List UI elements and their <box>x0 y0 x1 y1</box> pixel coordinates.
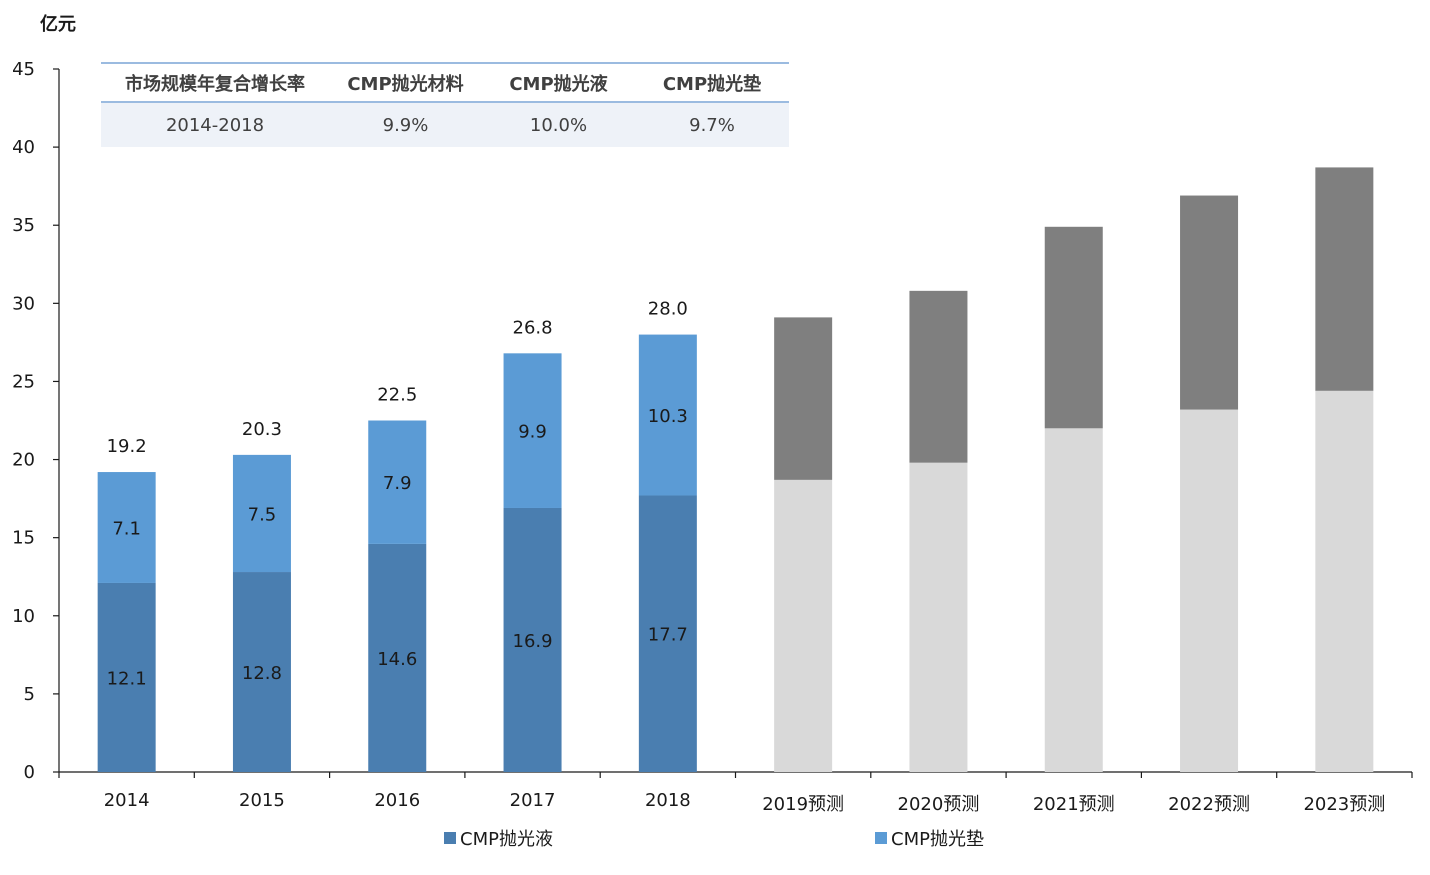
bar-segment-polishing-liquid <box>97 582 156 772</box>
cagr-header-pad: CMP抛光垫 <box>635 62 789 103</box>
x-category-label: 2020预测 <box>898 794 980 815</box>
legend: CMP抛光液 CMP抛光垫 <box>444 829 984 850</box>
legend-swatch-polishing-pad <box>875 832 887 844</box>
bar-segment-polishing-liquid <box>232 572 291 772</box>
bar-segment-polishing-liquid <box>638 495 697 772</box>
y-tick-label: 0 <box>24 762 35 783</box>
y-tick-label: 25 <box>12 371 35 392</box>
x-axis: 2014 2015 2016 2017 2018 2019预测 2020预测 2021预测 20… <box>58 771 1413 815</box>
bar-segment-polishing-pad <box>909 290 968 463</box>
data-label-polishing-pad: 10.3 <box>648 406 688 427</box>
cagr-cell-liquid: 10.0% <box>482 102 635 147</box>
bar-segment-polishing-pad <box>638 334 697 496</box>
legend-label-polishing-liquid: CMP抛光液 <box>460 829 553 850</box>
data-label-polishing-pad: 7.9 <box>383 473 412 494</box>
bar-segment-polishing-pad <box>368 420 427 544</box>
data-label-polishing-liquid: 12.8 <box>242 663 282 684</box>
y-axis-unit-label: 亿元 <box>40 13 76 35</box>
cagr-header-period: 市场规模年复合增长率 <box>101 62 329 103</box>
y-tick-label: 30 <box>12 293 35 314</box>
bars <box>97 167 1374 772</box>
x-category-label: 2017 <box>510 790 556 811</box>
x-category-label: 2019预测 <box>762 794 844 815</box>
cagr-header-liquid: CMP抛光液 <box>482 62 635 103</box>
cagr-table-row: 2014-2018 9.9% 10.0% 9.7% <box>101 102 789 147</box>
bar-segment-polishing-pad <box>503 353 562 508</box>
cagr-header-materials: CMP抛光材料 <box>329 62 482 103</box>
data-label-total: 28.0 <box>648 299 688 320</box>
x-category-label: 2015 <box>239 790 285 811</box>
data-label-polishing-pad: 7.1 <box>112 519 141 540</box>
y-axis: 0 5 10 15 20 25 30 35 40 45 <box>12 59 60 783</box>
data-label-total: 20.3 <box>242 419 282 440</box>
data-labels: 12.1 7.1 19.2 12.8 7.5 20.3 14.6 7.9 22.5 16.9 9.9… <box>107 299 688 690</box>
bar-segment-polishing-pad <box>97 472 156 583</box>
data-label-polishing-liquid: 16.9 <box>513 631 553 652</box>
y-tick-label: 40 <box>12 137 35 158</box>
data-label-polishing-pad: 7.5 <box>248 504 277 525</box>
y-tick-label: 5 <box>24 684 35 705</box>
cagr-cell-period: 2014-2018 <box>101 102 329 147</box>
data-label-polishing-liquid: 17.7 <box>648 625 688 646</box>
bar-segment-polishing-liquid <box>1180 409 1239 772</box>
data-label-polishing-pad: 9.9 <box>518 422 547 443</box>
data-label-total: 26.8 <box>513 317 553 338</box>
x-category-label: 2021预测 <box>1033 794 1115 815</box>
data-label-polishing-liquid: 12.1 <box>107 668 147 689</box>
cagr-table: 市场规模年复合增长率 CMP抛光材料 CMP抛光液 CMP抛光垫 2014-20… <box>101 62 789 147</box>
data-label-polishing-liquid: 14.6 <box>377 649 417 670</box>
bar-segment-polishing-liquid <box>503 507 562 772</box>
x-category-label: 2014 <box>104 790 150 811</box>
cagr-cell-pad: 9.7% <box>635 102 789 147</box>
bar-segment-polishing-liquid <box>909 462 968 772</box>
cagr-table-header-row: 市场规模年复合增长率 CMP抛光材料 CMP抛光液 CMP抛光垫 <box>101 62 789 103</box>
bar-segment-polishing-liquid <box>1044 428 1103 772</box>
bar-segment-polishing-liquid <box>368 543 427 772</box>
y-tick-label: 35 <box>12 215 35 236</box>
y-tick-label: 20 <box>12 450 35 471</box>
legend-swatch-polishing-liquid <box>444 832 456 844</box>
legend-label-polishing-pad: CMP抛光垫 <box>891 829 984 850</box>
bar-segment-polishing-pad <box>774 317 833 480</box>
bar-segment-polishing-pad <box>1044 226 1103 429</box>
y-tick-label: 45 <box>12 59 35 80</box>
bar-segment-polishing-pad <box>1180 195 1239 410</box>
bar-segment-polishing-pad <box>1315 167 1374 391</box>
x-category-label: 2023预测 <box>1303 794 1385 815</box>
x-category-label: 2016 <box>374 790 420 811</box>
y-tick-label: 10 <box>12 606 35 627</box>
x-category-label: 2018 <box>645 790 691 811</box>
bar-segment-polishing-liquid <box>774 479 833 772</box>
cagr-cell-materials: 9.9% <box>329 102 482 147</box>
data-label-total: 22.5 <box>377 385 417 406</box>
y-tick-label: 15 <box>12 528 35 549</box>
bar-segment-polishing-liquid <box>1315 390 1374 772</box>
x-category-label: 2022预测 <box>1168 794 1250 815</box>
data-label-total: 19.2 <box>107 436 147 457</box>
bar-segment-polishing-pad <box>232 454 291 573</box>
